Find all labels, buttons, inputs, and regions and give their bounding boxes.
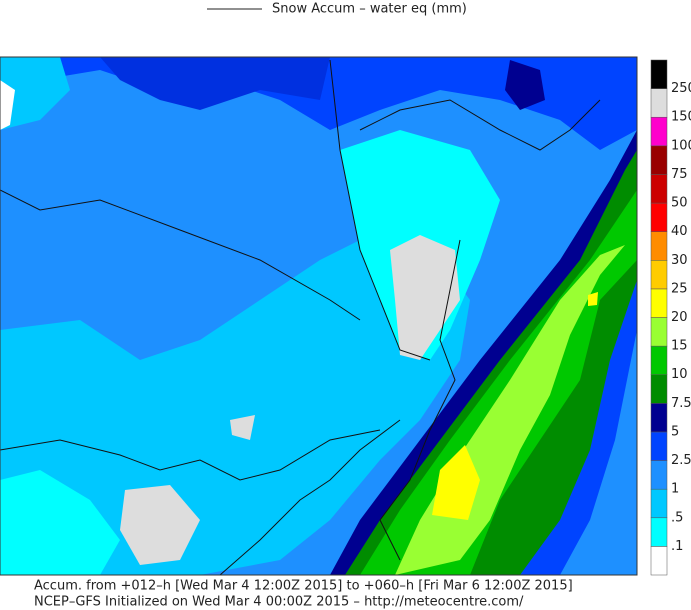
colorbar-label: 15 <box>671 339 688 354</box>
colorbar-box <box>650 174 668 204</box>
colorbar-label: 30 <box>671 253 688 268</box>
colorbar: .1 .5 1 2.5 5 7.5 10 15 20 25 30 40 50 75 100 150 250 <box>650 59 691 576</box>
boundary <box>219 419 401 575</box>
colorbar-box <box>650 288 668 318</box>
colorbar-label: 50 <box>671 196 688 211</box>
colorbar-box <box>650 403 668 433</box>
region <box>390 235 460 360</box>
colorbar-label: 5 <box>671 424 679 439</box>
colorbar-box <box>650 517 668 547</box>
colorbar-label: .5 <box>671 510 683 525</box>
region <box>0 470 120 575</box>
region <box>432 445 480 520</box>
colorbar-label: .1 <box>671 539 683 554</box>
region <box>120 485 200 565</box>
region <box>230 415 255 440</box>
region <box>0 80 15 130</box>
region <box>345 150 637 575</box>
map <box>0 56 638 576</box>
colorbar-box <box>650 317 668 347</box>
region <box>360 190 637 575</box>
colorbar-label: 1 <box>671 482 679 497</box>
colorbar-label: 250 <box>671 81 691 96</box>
colorbar-label: 40 <box>671 224 688 239</box>
colorbar-label: 10 <box>671 367 688 382</box>
colorbar-box <box>650 546 668 576</box>
colorbar-box <box>650 260 668 290</box>
boundary <box>0 429 381 481</box>
colorbar-box <box>650 202 668 232</box>
colorbar-box <box>650 431 668 461</box>
map-frame <box>0 56 638 576</box>
boundary <box>0 189 361 321</box>
title: Snow Accum – water eq (mm) <box>272 2 467 17</box>
colorbar-box <box>650 460 668 490</box>
colorbar-label: 2.5 <box>671 453 691 468</box>
boundary <box>329 59 431 361</box>
colorbar-box <box>650 345 668 375</box>
region <box>0 230 470 575</box>
colorbar-label: 25 <box>671 281 688 296</box>
colorbar-box <box>650 88 668 118</box>
colorbar-box <box>650 116 668 147</box>
colorbar-label: 20 <box>671 310 688 325</box>
colorbar-box <box>650 59 668 89</box>
colorbar-box <box>650 374 668 404</box>
region <box>588 292 598 306</box>
colorbar-box <box>650 145 668 175</box>
region <box>100 57 330 110</box>
region <box>505 60 545 110</box>
colorbar-label: 7.5 <box>671 396 691 411</box>
coastline <box>379 239 461 561</box>
colorbar-box <box>650 231 668 261</box>
region <box>560 330 637 575</box>
region <box>0 57 70 130</box>
colorbar-label: 75 <box>671 167 688 182</box>
footer-line: Accum. from +012–h [Wed Mar 4 12:00Z 201… <box>34 579 573 594</box>
boundary <box>359 99 601 151</box>
colorbar-box <box>650 488 668 519</box>
footer-line: NCEP–GFS Initialized on Wed Mar 4 00:00Z… <box>34 595 524 610</box>
colorbar-label: 100 <box>671 138 691 153</box>
colorbar-label: 150 <box>671 110 691 125</box>
